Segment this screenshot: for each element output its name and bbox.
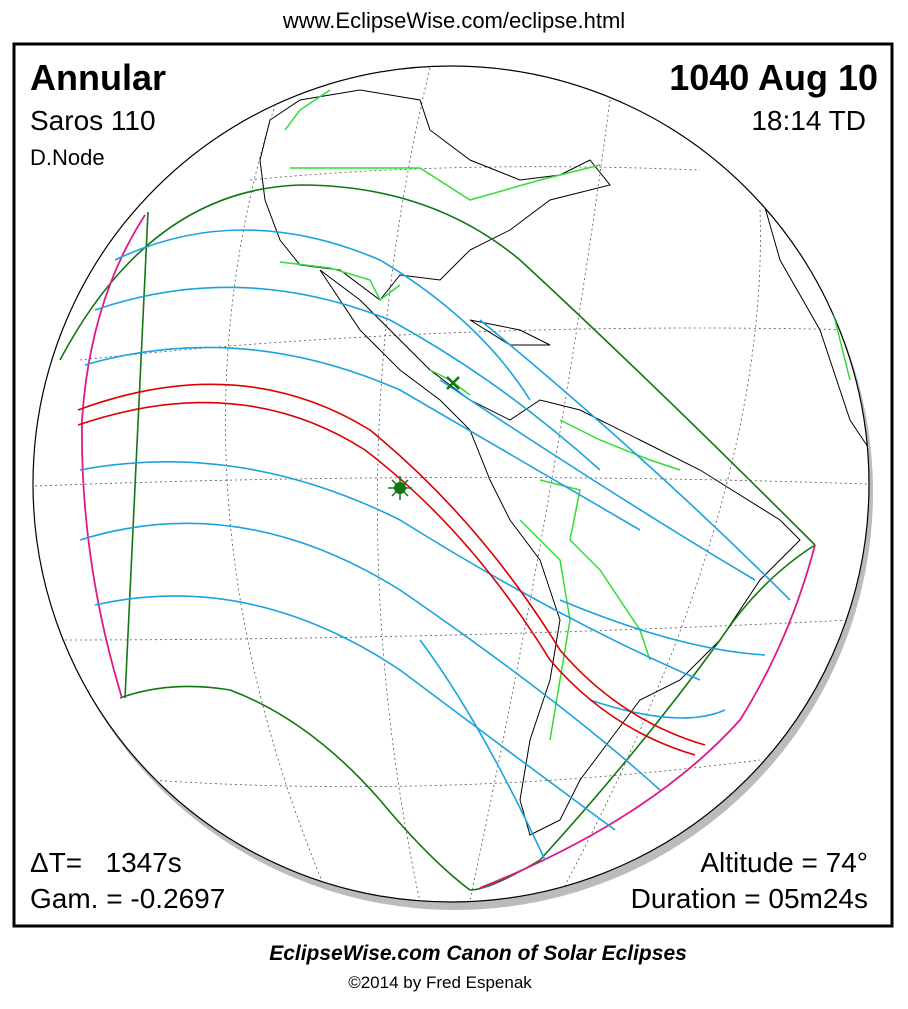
globe bbox=[32, 65, 870, 903]
saros: Saros 110 bbox=[30, 105, 156, 136]
date: 1040 Aug 10 bbox=[669, 57, 878, 98]
copyright: ©2014 by Fred Espenak bbox=[348, 973, 532, 992]
eclipse-paths bbox=[59, 184, 816, 891]
footer-title: EclipseWise.com Canon of Solar Eclipses bbox=[269, 942, 687, 965]
duration: Duration = 05m24s bbox=[631, 883, 868, 914]
eclipse-type: Annular bbox=[30, 57, 166, 98]
greatest-eclipse-rays bbox=[388, 476, 412, 500]
node: D.Node bbox=[30, 145, 105, 170]
borders bbox=[279, 89, 851, 741]
gamma: Gam. = -0.2697 bbox=[30, 883, 225, 914]
delta-t: ΔT= 1347s bbox=[30, 847, 182, 878]
greatest-duration-mark bbox=[446, 376, 460, 390]
time: 18:14 TD bbox=[751, 105, 866, 136]
altitude: Altitude = 74° bbox=[700, 847, 868, 878]
url: www.EclipseWise.com/eclipse.html bbox=[282, 8, 625, 33]
